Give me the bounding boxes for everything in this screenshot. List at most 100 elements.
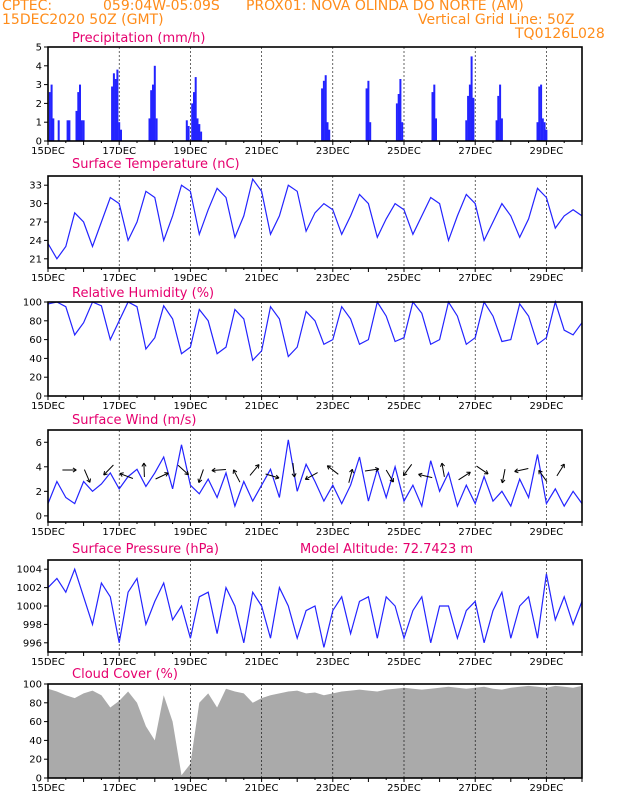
precip-bar [545, 129, 548, 141]
precip-bar [536, 122, 539, 141]
wind-arrow [385, 469, 394, 483]
wind-arrow [402, 464, 413, 477]
x-tick-label: 15DEC [31, 401, 65, 412]
x-tick-label: 21DEC [245, 527, 279, 538]
x-tick-label: 29DEC [530, 527, 564, 538]
precip-bar [114, 79, 117, 141]
wind-arrow [83, 469, 91, 483]
x-tick-label: 21DEC [245, 783, 279, 794]
y-tick-label: 24 [29, 236, 42, 247]
precip-bar [50, 84, 53, 141]
precip-bar [57, 120, 60, 141]
precip-bar [185, 120, 188, 141]
x-tick-label: 15DEC [31, 527, 65, 538]
x-tick-label: 15DEC [31, 657, 65, 668]
precip-bar [540, 84, 543, 141]
x-tick-label: 17DEC [102, 527, 136, 538]
precip-bar [435, 118, 437, 141]
precip-bar [431, 92, 434, 141]
wind-arrow [538, 469, 548, 482]
precip-bar [194, 77, 197, 141]
panel-0: 0 1 2 3 4 5 15DEC 17DEC 19DEC 21DEC 23DEC 25DEC 27DE… [31, 31, 583, 157]
series-line [47, 567, 583, 648]
y-tick-label: 2 [36, 99, 42, 110]
y-tick-label: 5 [36, 43, 42, 54]
precip-bar [111, 86, 114, 141]
precip-bar [470, 56, 473, 141]
precip-bar [200, 131, 203, 141]
x-tick-label: 25DEC [387, 401, 421, 412]
y-tick-label: 40 [29, 354, 42, 365]
cloud-cover-area [48, 685, 582, 778]
precip-bar [48, 92, 51, 141]
y-tick-label: 996 [23, 638, 42, 649]
y-tick-label: 80 [29, 316, 42, 327]
precip-bar [367, 80, 370, 141]
x-tick-label: 23DEC [316, 527, 350, 538]
y-tick-label: 4 [36, 462, 42, 473]
wind-arrow [556, 463, 565, 477]
precip-bar [468, 84, 471, 141]
panel-frame [47, 301, 583, 397]
series-line [47, 177, 583, 260]
wind-arrow [291, 462, 297, 478]
x-tick-label: 27DEC [458, 273, 492, 284]
wind-arrow [155, 472, 169, 480]
y-tick-label: 4 [36, 61, 42, 72]
x-tick-label: 15DEC [31, 273, 65, 284]
wind-arrow [326, 465, 339, 475]
x-tick-label: 17DEC [102, 783, 136, 794]
wind-arrow [364, 467, 380, 472]
precip-bar [538, 86, 541, 141]
wind-arrow [418, 472, 433, 479]
precip-bar [52, 118, 55, 141]
x-tick-label: 17DEC [102, 657, 136, 668]
y-tick-label: 33 [29, 181, 42, 192]
precip-bar [397, 94, 400, 141]
y-tick-label: 0 [36, 511, 42, 522]
x-tick-label: 25DEC [387, 146, 421, 157]
panel-2: 0 20 40 60 80 100 15DEC 17DEC 19DEC 21DEC 23DEC 25D… [23, 286, 583, 412]
header-location: PROX01: NOVA OLINDA DO NORTE (AM) [246, 0, 524, 14]
y-tick-label: 1002 [17, 583, 42, 594]
x-tick-label: 29DEC [530, 273, 564, 284]
precip-bar [120, 129, 122, 141]
x-tick-label: 23DEC [316, 401, 350, 412]
wind-arrow [197, 469, 204, 483]
panel-title: Relative Humidity (%) [72, 286, 214, 301]
x-tick-label: 27DEC [458, 783, 492, 794]
precip-bar [467, 95, 470, 141]
y-tick-label: 3 [36, 80, 42, 91]
precip-bar [500, 118, 503, 141]
wind-arrow [177, 464, 189, 476]
precip-bar [497, 95, 500, 141]
wind-arrow [304, 472, 318, 480]
x-tick-label: 27DEC [458, 527, 492, 538]
precip-bar [118, 122, 121, 141]
precip-bar [495, 120, 498, 141]
precip-bar [68, 120, 71, 141]
wind-arrow [500, 469, 506, 484]
precip-bar [324, 75, 327, 141]
x-tick-label: 25DEC [387, 783, 421, 794]
x-tick-label: 29DEC [530, 146, 564, 157]
wind-arrow [62, 467, 77, 473]
x-tick-label: 21DEC [245, 146, 279, 157]
x-tick-label: 19DEC [174, 273, 208, 284]
y-tick-label: 0 [36, 774, 42, 785]
header-source: CPTEC: [2, 0, 53, 14]
x-tick-label: 29DEC [530, 783, 564, 794]
precip-bar [150, 90, 153, 141]
precip-bar [395, 103, 398, 141]
precip-bar [148, 118, 151, 141]
y-tick-label: 100 [23, 298, 42, 309]
precip-bar [75, 110, 78, 141]
panel-title: Surface Pressure (hPa) [72, 542, 219, 557]
precip-bar [112, 73, 115, 141]
y-tick-label: 0 [36, 392, 42, 403]
x-tick-label: 21DEC [245, 401, 279, 412]
y-tick-label: 20 [29, 755, 42, 766]
y-tick-label: 100 [23, 680, 42, 691]
x-tick-label: 19DEC [174, 527, 208, 538]
